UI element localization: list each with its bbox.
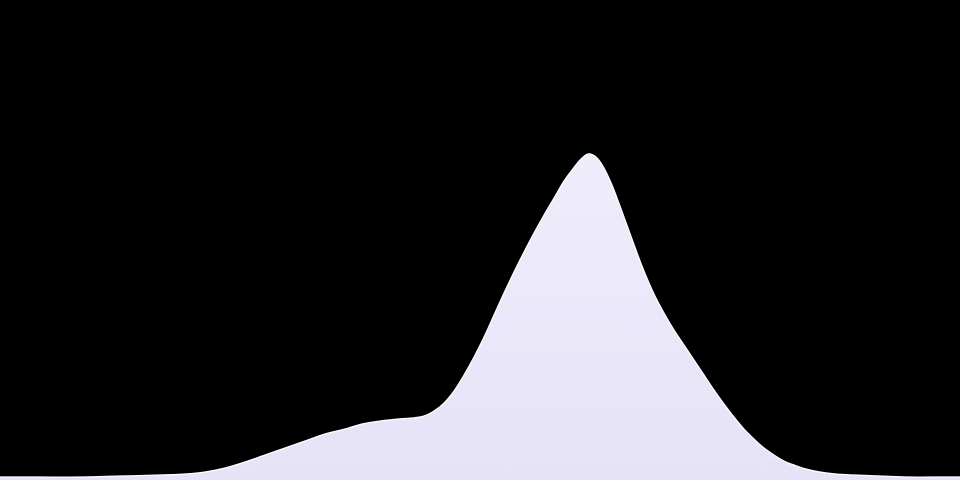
ridgeline-band — [0, 467, 960, 469]
ridgeline-band — [0, 448, 960, 450]
ridgeline-band — [0, 411, 960, 413]
ridgeline-band — [0, 461, 960, 463]
ridgeline-band — [0, 417, 960, 419]
ridgeline-band — [0, 429, 960, 431]
ridgeline-band — [0, 404, 960, 406]
ridgeline-band — [0, 348, 960, 350]
ridgeline-band — [0, 354, 960, 356]
ridgeline-band — [0, 398, 960, 400]
ridgeline-band — [0, 360, 960, 362]
ridgeline-band — [0, 367, 960, 369]
ridgeline-band — [0, 379, 960, 381]
ridgeline-band — [0, 436, 960, 438]
ridgeline-band — [0, 385, 960, 387]
ridgeline-band — [0, 423, 960, 425]
ridgeline-band — [0, 454, 960, 456]
density-area-fill — [0, 153, 960, 480]
ridgeline-band — [0, 392, 960, 394]
ridgeline-band — [0, 473, 960, 475]
ridgeline-band — [0, 442, 960, 444]
density-area-stroke — [0, 153, 960, 478]
ridgeline-band — [0, 373, 960, 375]
